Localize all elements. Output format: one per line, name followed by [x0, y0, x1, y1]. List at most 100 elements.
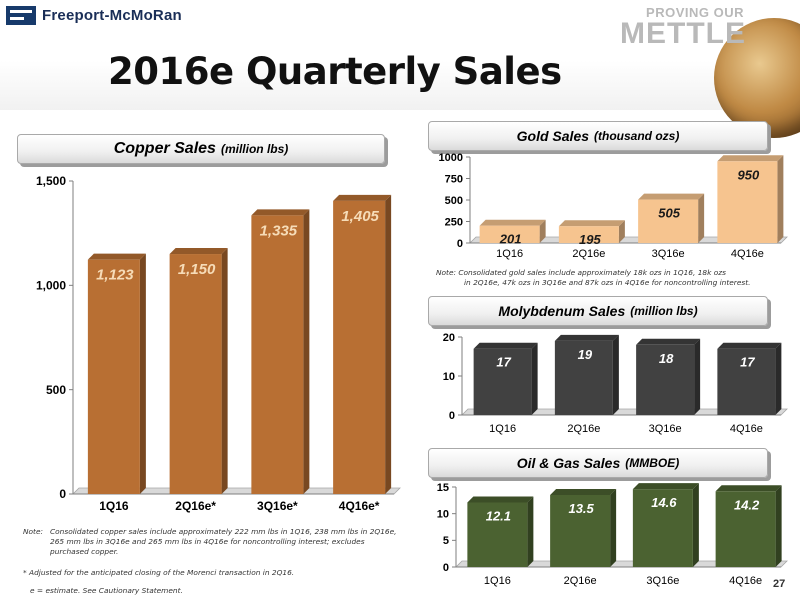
- moly-data-label: 19: [578, 347, 593, 362]
- copper-bar: [169, 254, 222, 494]
- gold-data-label: 950: [738, 167, 760, 182]
- moly-title-unit: (million lbs): [630, 304, 698, 318]
- oil-y-tick-label: 0: [443, 562, 449, 574]
- moly-bar: [473, 348, 532, 415]
- copper-data-label: 1,405: [341, 208, 379, 225]
- page-number: 27: [773, 578, 786, 590]
- copper-globe-icon: [714, 18, 800, 138]
- copper-bar: [333, 200, 386, 494]
- oil-y-tick-label: 5: [443, 535, 449, 547]
- moly-data-label: 17: [496, 355, 511, 370]
- company-logo: Freeport-McMoRan: [6, 6, 182, 25]
- moly-bar: [717, 348, 776, 415]
- copper-bar: [87, 259, 140, 494]
- gold-category-label: 3Q16e: [652, 248, 685, 260]
- gold-data-label: 505: [658, 206, 680, 221]
- oil-bar-side: [692, 483, 699, 567]
- oil-bar: [550, 495, 611, 567]
- copper-adjusted-note: * Adjusted for the anticipated closing o…: [23, 568, 295, 577]
- moly-bar-side: [775, 342, 782, 415]
- header-banner: Freeport-McMoRan PROVING OUR METTLE: [0, 0, 800, 138]
- copper-panel-title: Copper Sales (million lbs): [17, 134, 385, 164]
- copper-category-label: 1Q16: [99, 499, 129, 513]
- oil-bar-top: [550, 489, 617, 495]
- copper-bar-top: [333, 194, 392, 201]
- copper-title-text: Copper Sales: [113, 140, 216, 157]
- copper-bar-side: [303, 209, 310, 494]
- copper-y-tick-label: 1,000: [36, 279, 66, 293]
- copper-bar-side: [139, 253, 146, 494]
- oil-category-label: 2Q16e: [564, 575, 597, 587]
- gold-note-line1: Note: Consolidated gold sales include ap…: [436, 268, 726, 277]
- gold-bar-top: [638, 193, 705, 200]
- oil-data-label: 14.6: [651, 495, 677, 510]
- tagline-big: METTLE: [620, 17, 746, 50]
- moly-category-label: 2Q16e: [567, 423, 600, 435]
- moly-category-label: 4Q16e: [730, 423, 763, 435]
- copper-floor: [72, 487, 401, 495]
- gold-bar-top: [558, 220, 625, 227]
- gold-bar-side: [618, 220, 625, 243]
- moly-bar-top: [717, 342, 782, 349]
- copper-note-text: Consolidated copper sales include approx…: [50, 527, 397, 556]
- gold-floor: [469, 236, 788, 244]
- gold-bar-top: [479, 219, 546, 226]
- oil-bar-top: [467, 496, 534, 503]
- gold-data-label: 195: [579, 232, 601, 247]
- oil-title-unit: (MMBOE): [625, 456, 680, 470]
- moly-chart-group: 0 10 20 17 1Q16 19 2Q16e 18 3Q16e 17 4Q16e: [443, 332, 788, 435]
- oil-data-label: 12.1: [486, 508, 511, 523]
- copper-category-label: 4Q16e*: [339, 499, 380, 513]
- moly-y-tick-label: 0: [449, 410, 455, 422]
- gold-y-tick-label: 500: [445, 195, 463, 207]
- moly-y-tick-label: 20: [443, 332, 455, 344]
- copper-bar-top: [251, 209, 310, 216]
- gold-note-line2: in 2Q16e, 47k ozs in 3Q16e and 87k ozs i…: [464, 278, 751, 287]
- company-name: Freeport-McMoRan: [42, 7, 182, 24]
- copper-bar: [251, 215, 304, 494]
- moly-bar-side: [531, 342, 538, 415]
- oil-category-label: 4Q16e: [729, 575, 762, 587]
- gold-bar-side: [777, 155, 784, 243]
- moly-bar: [636, 344, 695, 415]
- moly-data-label: 17: [740, 355, 755, 370]
- copper-data-label: 1,123: [96, 267, 134, 284]
- moly-floor: [461, 408, 788, 416]
- oil-title-text: Oil & Gas Sales: [516, 455, 621, 471]
- gold-bar-side: [698, 193, 705, 243]
- oil-bar-top: [715, 485, 782, 492]
- copper-bar-side: [385, 194, 392, 494]
- gold-y-tick-label: 1000: [439, 152, 463, 164]
- copper-title-unit: (million lbs): [220, 142, 289, 156]
- oil-category-label: 3Q16e: [646, 575, 679, 587]
- moly-bar-top: [636, 338, 701, 345]
- moly-bar-side: [694, 338, 701, 415]
- oil-bar-side: [610, 489, 617, 567]
- oil-floor: [455, 560, 788, 568]
- oil-data-label: 13.5: [568, 501, 594, 516]
- oil-chart-group: 0 5 10 15 12.1 1Q16 13.5 2Q16e 14.6 3Q16e 14.2 4Q16…: [437, 482, 788, 587]
- oil-panel-title: Oil & Gas Sales (MMBOE): [428, 448, 768, 478]
- gold-bar: [717, 161, 778, 243]
- gold-data-label: 201: [499, 232, 522, 247]
- moly-y-tick-label: 10: [443, 371, 455, 383]
- gold-note: Note: Consolidated gold sales include ap…: [436, 268, 786, 288]
- copper-data-label: 1,150: [178, 261, 216, 278]
- gold-panel-title: Gold Sales (thousand ozs): [428, 121, 768, 151]
- copper-category-label: 3Q16e*: [257, 499, 298, 513]
- copper-category-label: 2Q16e*: [175, 499, 216, 513]
- oil-bar: [715, 491, 776, 567]
- copper-data-label: 1,335: [260, 222, 298, 239]
- oil-bar: [467, 502, 528, 567]
- oil-data-label: 14.2: [734, 497, 760, 512]
- moly-bar-top: [473, 342, 538, 349]
- oil-bar-side: [775, 485, 782, 567]
- gold-bar: [638, 199, 699, 243]
- gold-y-tick-label: 250: [445, 216, 463, 228]
- moly-bar: [554, 340, 613, 415]
- oil-bar-top: [632, 483, 699, 490]
- gold-title-text: Gold Sales: [516, 128, 590, 144]
- moly-data-label: 18: [659, 351, 674, 366]
- gold-bar-top: [717, 155, 784, 162]
